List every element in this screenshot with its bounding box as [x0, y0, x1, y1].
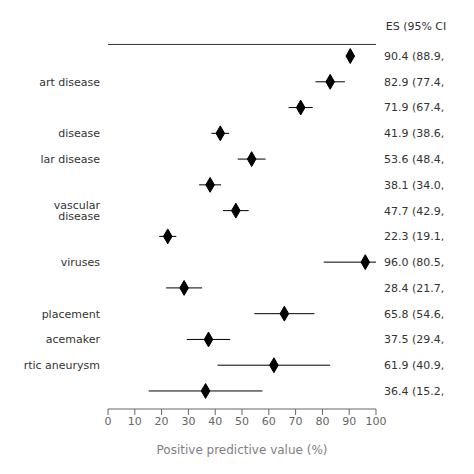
svg-text:80: 80	[315, 415, 329, 428]
svg-text:41.9 (38.6,: 41.9 (38.6,	[384, 127, 444, 140]
svg-text:37.5 (29.4,: 37.5 (29.4,	[384, 333, 444, 346]
svg-text:96.0 (80.5,: 96.0 (80.5,	[384, 256, 444, 269]
svg-text:30: 30	[181, 415, 195, 428]
svg-text:0: 0	[105, 415, 112, 428]
svg-text:lar disease: lar disease	[40, 153, 100, 166]
svg-text:Positive predictive value (%): Positive predictive value (%)	[157, 443, 328, 457]
svg-text:art disease: art disease	[39, 76, 100, 89]
svg-text:ES (95% CI: ES (95% CI	[386, 20, 447, 33]
svg-text:70: 70	[289, 415, 303, 428]
svg-text:40: 40	[208, 415, 222, 428]
svg-text:viruses: viruses	[61, 256, 101, 269]
svg-text:60: 60	[262, 415, 276, 428]
svg-text:100: 100	[366, 415, 387, 428]
svg-text:acemaker: acemaker	[46, 333, 101, 346]
svg-text:50: 50	[235, 415, 249, 428]
svg-text:90: 90	[342, 415, 356, 428]
svg-text:10: 10	[128, 415, 142, 428]
svg-text:47.7 (42.9,: 47.7 (42.9,	[384, 205, 444, 218]
svg-text:vasculardisease: vasculardisease	[54, 199, 101, 223]
svg-text:65.8 (54.6,: 65.8 (54.6,	[384, 308, 444, 321]
svg-text:38.1 (34.0,: 38.1 (34.0,	[384, 179, 444, 192]
svg-text:53.6 (48.4,: 53.6 (48.4,	[384, 153, 444, 166]
svg-text:disease: disease	[58, 127, 100, 140]
svg-text:90.4 (88.9,: 90.4 (88.9,	[384, 50, 444, 63]
svg-text:22.3 (19.1,: 22.3 (19.1,	[384, 230, 444, 243]
svg-text:71.9 (67.4,: 71.9 (67.4,	[384, 101, 444, 114]
svg-text:82.9 (77.4,: 82.9 (77.4,	[384, 76, 444, 89]
svg-text:placement: placement	[42, 308, 101, 321]
svg-text:36.4 (15.2,: 36.4 (15.2,	[384, 385, 444, 398]
svg-text:rtic aneurysm: rtic aneurysm	[24, 359, 100, 372]
svg-text:28.4 (21.7,: 28.4 (21.7,	[384, 282, 444, 295]
svg-text:20: 20	[155, 415, 169, 428]
svg-text:61.9 (40.9,: 61.9 (40.9,	[384, 359, 444, 372]
